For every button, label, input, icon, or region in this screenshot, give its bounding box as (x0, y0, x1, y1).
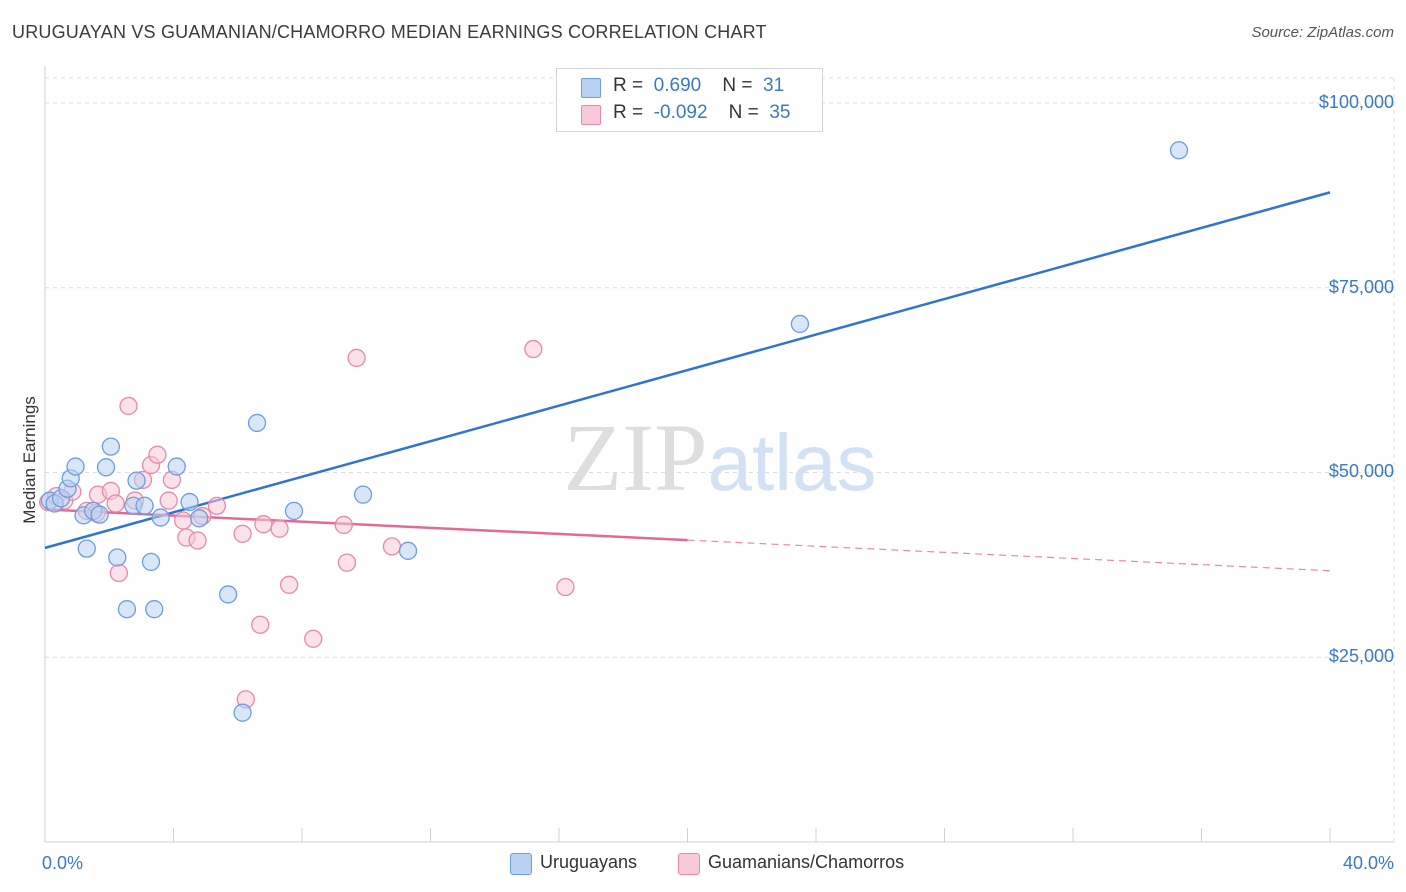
legend-n-value: 31 (763, 75, 785, 96)
data-point-uruguayans (96, 458, 116, 477)
watermark-zip: ZIP (564, 404, 708, 511)
data-point-uruguayans (190, 509, 209, 528)
data-point-guamanians (159, 491, 178, 510)
data-point-uruguayans (108, 548, 127, 567)
data-point-uruguayans (218, 585, 238, 604)
legend-n-label: N = (722, 75, 753, 96)
data-point-guamanians (382, 537, 402, 556)
series-legend-label: Guamanians/Chamorros (708, 852, 905, 872)
data-point-uruguayans (233, 703, 252, 722)
data-point-uruguayans (180, 492, 199, 512)
data-point-guamanians (119, 396, 138, 416)
data-point-uruguayans (151, 508, 170, 527)
data-point-uruguayans (77, 539, 96, 558)
y-tick-label: $50,000 (1328, 461, 1394, 482)
data-point-guamanians (207, 496, 227, 515)
legend-r-value: 0.690 (653, 75, 702, 96)
data-point-uruguayans (353, 485, 373, 504)
data-point-uruguayans (117, 600, 137, 619)
series-swatch-pink (678, 853, 700, 875)
data-point-uruguayans (66, 457, 85, 476)
data-point-uruguayans (398, 541, 418, 560)
axes (44, 66, 1395, 843)
chart-source: Source: ZipAtlas.com (1251, 24, 1394, 41)
data-point-guamanians (188, 531, 207, 550)
chart-title: URUGUAYAN VS GUAMANIAN/CHAMORRO MEDIAN E… (12, 22, 767, 42)
watermark-atlas: atlas (708, 418, 877, 507)
legend-r-label: R = (613, 102, 644, 123)
data-point-uruguayans (790, 314, 810, 334)
trend-line-dashed (687, 539, 1331, 572)
data-point-uruguayans (1169, 141, 1189, 160)
legend-r-value: -0.092 (653, 102, 708, 123)
data-point-uruguayans (127, 471, 146, 490)
data-point-guamanians (347, 348, 366, 368)
data-point-guamanians (173, 511, 193, 530)
legend-swatch-blue (581, 78, 601, 98)
data-point-guamanians (279, 575, 299, 594)
legend-swatch-pink (581, 105, 601, 125)
watermark: ZIPatlas (564, 404, 877, 511)
y-tick-label: $100,000 (1318, 91, 1394, 112)
data-point-guamanians (233, 524, 252, 543)
data-point-guamanians (106, 494, 125, 513)
data-point-uruguayans (284, 501, 304, 521)
data-point-uruguayans (101, 437, 121, 456)
correlation-legend: R = 0.690 N = 31 R = -0.092 N = 35 (556, 68, 823, 132)
y-tick-label: $75,000 (1328, 276, 1394, 297)
trend-line-solid (44, 191, 1331, 550)
data-point-guamanians (304, 629, 323, 648)
data-point-uruguayans (167, 457, 186, 476)
legend-n-label: N = (728, 102, 759, 123)
data-point-guamanians (556, 577, 575, 597)
series-legend-label: Uruguayans (540, 852, 638, 872)
legend-r-label: R = (613, 75, 644, 96)
data-point-uruguayans (141, 552, 161, 572)
x-tick-label-max: 40.0% (1342, 853, 1394, 873)
data-point-guamanians (148, 445, 167, 464)
trend-lines (44, 191, 1331, 572)
data-point-uruguayans (135, 496, 154, 515)
data-point-guamanians (251, 615, 270, 634)
gridlines (45, 77, 1394, 658)
data-point-guamanians (270, 519, 289, 538)
data-point-guamanians (254, 515, 273, 534)
y-tick-label: $25,000 (1328, 646, 1394, 667)
data-point-guamanians (337, 553, 357, 572)
data-point-guamanians (524, 339, 543, 359)
data-point-uruguayans (247, 413, 267, 433)
data-point-uruguayans (90, 505, 109, 524)
x-tick-label-min: 0.0% (42, 853, 84, 873)
series-swatch-blue (510, 853, 532, 875)
legend-n-value: 35 (769, 102, 791, 123)
data-points (39, 141, 1189, 722)
data-point-guamanians (334, 515, 353, 535)
data-point-uruguayans (145, 600, 164, 619)
data-point-guamanians (109, 563, 129, 583)
